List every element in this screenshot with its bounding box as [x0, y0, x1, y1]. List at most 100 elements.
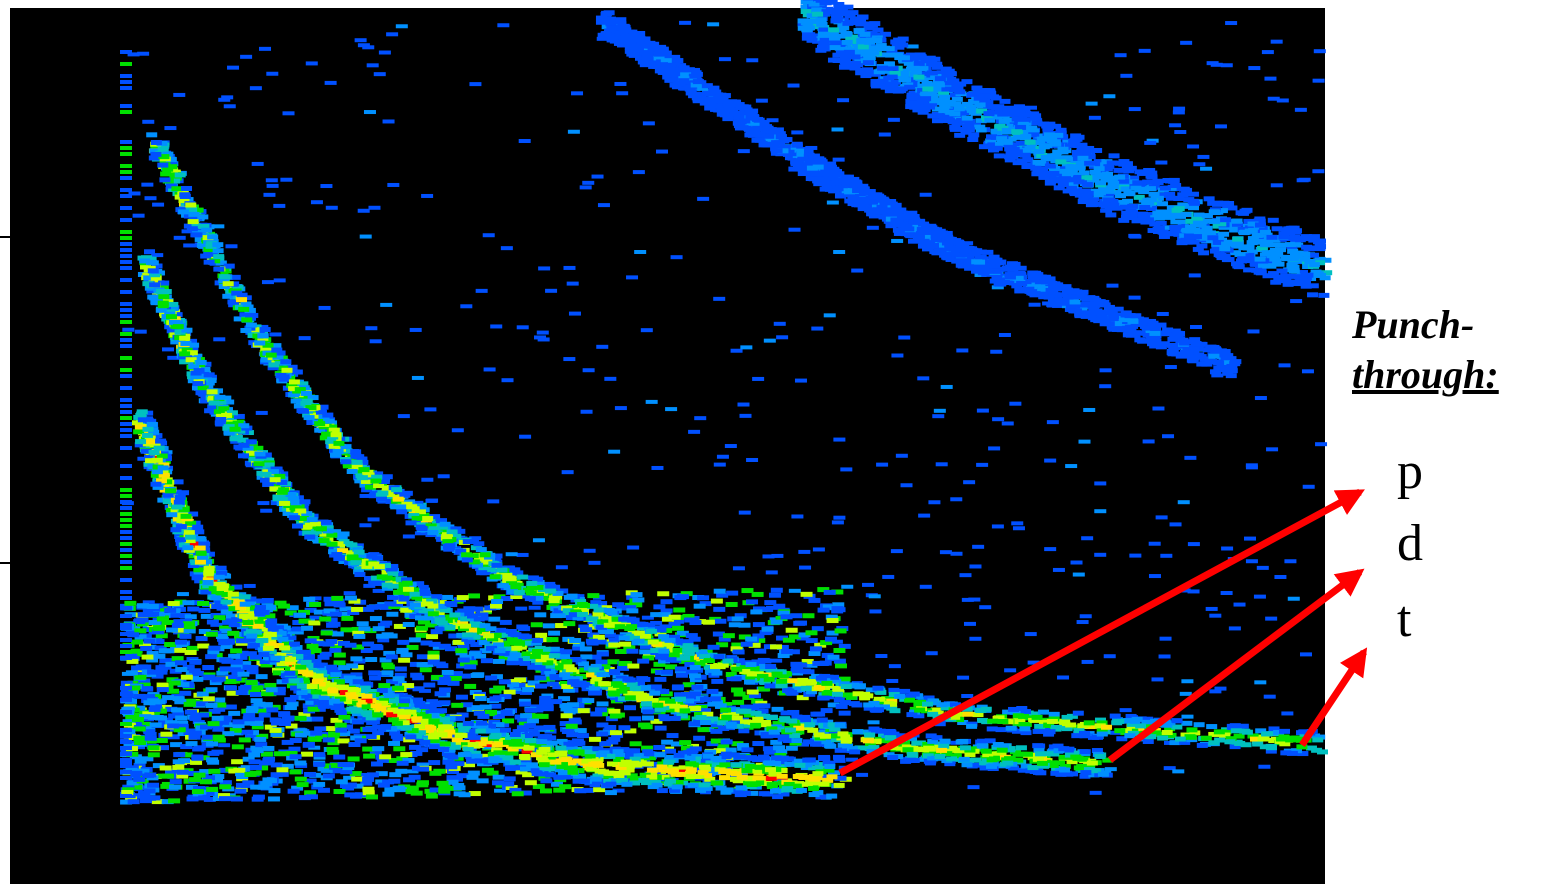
heat-cell [120, 764, 132, 768]
heat-cell [299, 336, 311, 340]
heat-cell [120, 230, 132, 234]
heat-cell [320, 184, 332, 188]
heat-cell [1300, 652, 1312, 656]
heat-cell [597, 701, 609, 706]
heat-cell [250, 692, 262, 697]
heat-cell [641, 701, 652, 706]
heat-cell [120, 218, 132, 222]
heat-cell [740, 791, 751, 796]
heat-cell [999, 333, 1011, 337]
heat-cell [665, 779, 676, 784]
heat-cell [120, 728, 132, 732]
heat-cell [120, 344, 132, 348]
heat-cell [1221, 546, 1233, 550]
heat-cell [1189, 273, 1201, 277]
heat-cell [767, 782, 778, 787]
heat-cell [120, 320, 132, 324]
heat-cell [289, 769, 301, 774]
heat-cell [493, 659, 505, 664]
heat-cell [313, 752, 325, 757]
heat-cell [721, 739, 733, 744]
heat-cell [827, 618, 839, 623]
heat-cell [686, 774, 697, 779]
heat-cell [362, 642, 374, 647]
heat-cell [169, 681, 181, 686]
heat-cell [563, 621, 575, 626]
heat-cell [657, 764, 668, 769]
heat-cell [1264, 77, 1276, 81]
heat-cell [297, 782, 309, 787]
heat-cell [827, 201, 839, 205]
heat-cell [493, 775, 505, 780]
heat-cell [195, 560, 206, 565]
heat-cell [475, 696, 487, 701]
heat-cell [148, 752, 160, 757]
heat-cell [379, 51, 391, 55]
heat-cell [741, 768, 752, 773]
heat-cell [204, 566, 215, 571]
heat-cell [237, 672, 249, 677]
heat-cell [1214, 687, 1226, 691]
heat-cell [964, 622, 976, 626]
heat-cell [197, 692, 209, 697]
heat-cell [732, 616, 744, 621]
heat-cell [833, 158, 845, 162]
heat-cell [342, 762, 354, 767]
heat-cell [718, 769, 729, 774]
heat-cell [968, 785, 980, 789]
heat-cell [482, 768, 494, 773]
heat-cell [184, 702, 196, 707]
heat-cell [120, 614, 132, 618]
heat-cell [203, 580, 214, 585]
heat-cell [150, 722, 162, 727]
heat-cell [1160, 554, 1172, 558]
heat-cell [254, 609, 265, 614]
heat-cell [263, 193, 275, 197]
heat-cell [561, 713, 573, 718]
heat-cell [703, 620, 715, 625]
heat-cell [534, 335, 546, 339]
heat-cell [441, 595, 453, 600]
heat-cell [378, 783, 390, 788]
heat-cell [808, 786, 819, 791]
heat-cell [271, 762, 283, 767]
heat-cell [120, 638, 132, 642]
heat-cell [488, 617, 500, 622]
heat-cell [120, 632, 132, 636]
heat-cell [173, 752, 185, 757]
heat-cell [534, 675, 546, 680]
heat-cell [596, 722, 608, 727]
heat-cell [332, 631, 344, 636]
heat-cell [466, 775, 478, 780]
heat-cell [162, 695, 174, 700]
heat-cell [493, 750, 504, 755]
heat-cell [374, 72, 386, 76]
heat-cell [891, 353, 903, 357]
heat-cell [481, 658, 493, 663]
heat-cell [1247, 329, 1259, 333]
heat-cell [362, 777, 374, 782]
heat-cell [786, 628, 798, 633]
heat-cell [359, 523, 371, 527]
heat-cell [411, 716, 422, 721]
heat-cell [135, 330, 147, 334]
heat-cell [1229, 626, 1241, 630]
heat-cell [837, 98, 849, 102]
heat-cell [120, 404, 132, 408]
heat-cell [120, 566, 132, 570]
heat-cell [468, 593, 480, 598]
heat-cell [1181, 679, 1193, 683]
heat-cell [869, 609, 881, 613]
heat-cell [221, 600, 232, 605]
heat-cell [587, 593, 599, 598]
heat-cell [185, 535, 196, 540]
heat-cell [729, 622, 741, 627]
heat-cell [268, 788, 280, 793]
heat-cell [301, 660, 312, 665]
heat-cell [485, 675, 497, 680]
heat-cell [120, 308, 132, 312]
heat-cell [770, 659, 782, 663]
heat-cell [957, 676, 969, 680]
heat-cell [120, 698, 132, 702]
heat-cell [1077, 620, 1089, 624]
